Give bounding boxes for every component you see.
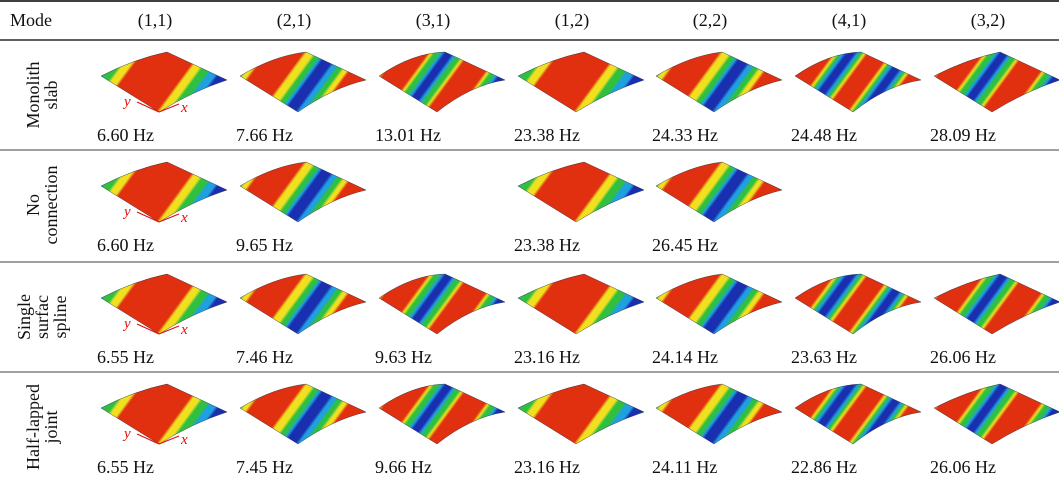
frequency: 13.01 Hz (375, 125, 441, 145)
frequency: 22.86 Hz (791, 457, 857, 477)
header-mode-label: Mode (10, 10, 52, 30)
mode-shape (101, 162, 227, 222)
header-mode: (2,1) (277, 10, 312, 31)
frequency: 6.55 Hz (97, 457, 154, 477)
header-mode: (3,1) (416, 10, 451, 31)
mode-shape (240, 52, 366, 112)
frequency: 6.55 Hz (97, 347, 154, 367)
frequency: 24.14 Hz (652, 347, 718, 367)
axis-label-y: y (122, 204, 131, 220)
frequency: 7.66 Hz (236, 125, 293, 145)
axis-label-x: x (180, 210, 188, 226)
axis-label-x: x (180, 100, 188, 116)
row-label: Half-lappedjoint (23, 384, 61, 470)
frequency: 26.45 Hz (652, 235, 718, 255)
axis-label-y: y (122, 426, 131, 442)
frequency: 26.06 Hz (930, 347, 996, 367)
mode-shape (101, 384, 227, 444)
mode-shape (240, 384, 366, 444)
frequency: 24.33 Hz (652, 125, 718, 145)
frequency: 7.46 Hz (236, 347, 293, 367)
header-mode: (3,2) (971, 10, 1006, 31)
axis-label-x: x (180, 322, 188, 338)
mode-shape (379, 384, 505, 444)
frequency: 24.48 Hz (791, 125, 857, 145)
frequency: 23.63 Hz (791, 347, 857, 367)
mode-shape (101, 274, 227, 334)
mode-shape (240, 274, 366, 334)
mode-shape (934, 274, 1059, 334)
figure-table: Mode (1,1) (2,1) (3,1) (1,2) (2,2) (4,1) (3,2)… (0, 0, 1059, 482)
mode-shape (795, 52, 921, 112)
frequency: 24.11 Hz (652, 457, 717, 477)
axis-label-y: y (122, 94, 131, 110)
header-mode: (1,1) (138, 10, 173, 31)
frequency: 9.65 Hz (236, 235, 293, 255)
mode-shape (656, 52, 782, 112)
frequency: 23.16 Hz (514, 457, 580, 477)
row-label-line: Single (14, 294, 34, 340)
axis-label-x: x (180, 432, 188, 448)
mode-shape (795, 274, 921, 334)
row-label: Noconnection (23, 166, 61, 245)
row-label-line: connection (41, 166, 61, 245)
mode-shape (656, 274, 782, 334)
row-label: Monolithslab (23, 61, 61, 128)
frequency: 9.63 Hz (375, 347, 432, 367)
mode-shape (934, 52, 1059, 112)
row-label-line: Monolith (23, 61, 43, 128)
frequency: 23.38 Hz (514, 125, 580, 145)
axis-label-y: y (122, 316, 131, 332)
mode-shape (518, 274, 644, 334)
frequency: 26.06 Hz (930, 457, 996, 477)
row-label-line: spline (50, 295, 70, 338)
header-mode: (4,1) (832, 10, 867, 31)
mode-shape (656, 162, 782, 222)
row-label-line: joint (41, 410, 61, 444)
frequency: 28.09 Hz (930, 125, 996, 145)
mode-shape (934, 384, 1059, 444)
frequency: 7.45 Hz (236, 457, 293, 477)
row-label-line: Half-lapped (23, 384, 43, 470)
frequency: 9.66 Hz (375, 457, 432, 477)
frequency: 6.60 Hz (97, 125, 154, 145)
header-mode: (1,2) (555, 10, 590, 31)
mode-shape (518, 384, 644, 444)
frequency: 6.60 Hz (97, 235, 154, 255)
mode-shape (518, 162, 644, 222)
row-label-line: surfac (32, 295, 52, 339)
mode-shape (795, 384, 921, 444)
mode-shape (379, 274, 505, 334)
row-label-line: No (23, 194, 43, 216)
mode-shape (656, 384, 782, 444)
mode-shape (518, 52, 644, 112)
header-mode: (2,2) (693, 10, 728, 31)
mode-shape (101, 52, 227, 112)
frequency: 23.16 Hz (514, 347, 580, 367)
row-label: Singlesurfacspline (14, 294, 70, 340)
mode-shape (379, 52, 505, 112)
frequency: 23.38 Hz (514, 235, 580, 255)
mode-shape (240, 162, 366, 222)
row-label-line: slab (41, 81, 61, 110)
